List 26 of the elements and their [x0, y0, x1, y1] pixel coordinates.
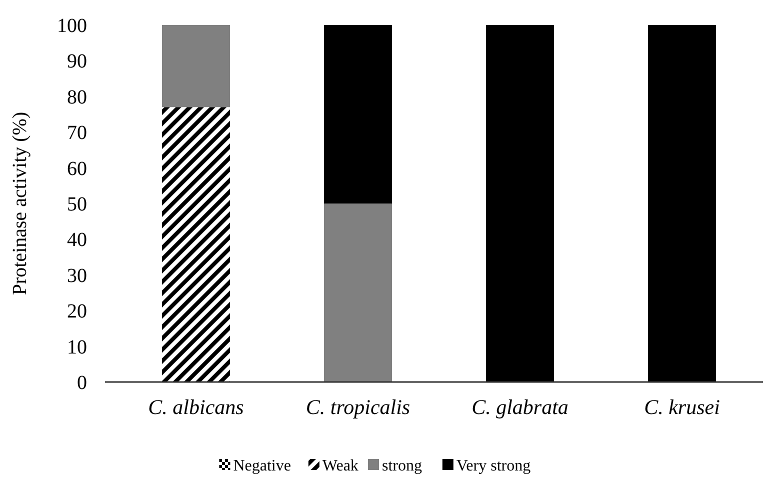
y-axis-title: Proteinase activity (%)	[9, 112, 31, 296]
y-tick-label: 50	[67, 194, 87, 216]
y-tick-label: 100	[57, 15, 87, 37]
legend-label: Very strong	[456, 458, 531, 475]
bar	[324, 25, 392, 204]
x-tick-label: C. glabrata	[472, 395, 568, 419]
y-tick-label: 10	[67, 336, 87, 358]
y-tick-label: 90	[67, 50, 87, 73]
y-tick-label: 20	[67, 300, 87, 323]
legend-label: Weak	[322, 458, 358, 475]
legend-label: strong	[382, 458, 422, 475]
bar	[324, 204, 392, 382]
y-tick-label: 0	[77, 372, 87, 394]
x-tick-label: C. krusei	[644, 395, 720, 419]
bar	[486, 25, 554, 382]
bar	[162, 107, 230, 382]
y-tick-label: 60	[67, 158, 87, 180]
y-tick-label: 70	[67, 122, 87, 144]
y-tick-label: 40	[67, 229, 87, 252]
bar	[162, 25, 230, 108]
y-tick-label: 30	[67, 264, 87, 287]
bar	[648, 25, 716, 382]
x-tick-label: C. tropicalis	[306, 395, 410, 419]
legend-label: Negative	[233, 458, 291, 475]
y-tick-label: 80	[67, 86, 87, 108]
x-tick-label: C. albicans	[148, 395, 244, 419]
